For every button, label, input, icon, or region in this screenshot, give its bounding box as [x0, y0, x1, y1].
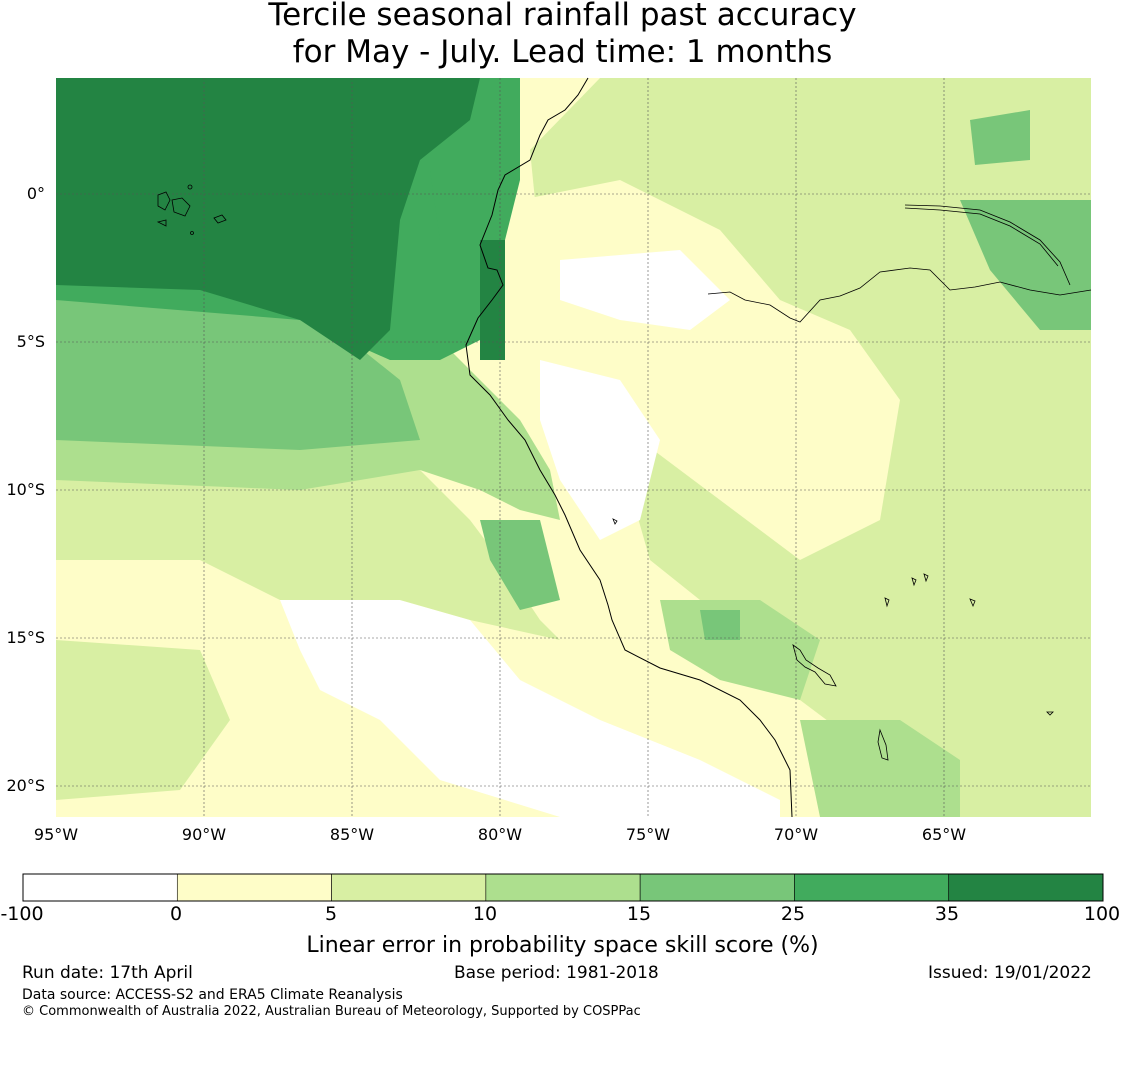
- region-white-south: [280, 600, 780, 817]
- colorbar-tick-35: 35: [934, 903, 960, 925]
- region-altiplano-green: [660, 600, 820, 700]
- amazon-river: [707, 204, 1092, 323]
- region-altiplano-dark: [700, 610, 740, 640]
- colorbar-tick-5: 5: [324, 903, 338, 925]
- lon-label-95w: 95°W: [33, 825, 79, 844]
- region-north-green: [970, 110, 1030, 165]
- colorbar-tick-0: 0: [169, 903, 183, 925]
- colorbar-tick-10: 10: [472, 903, 498, 925]
- copyright-notice: © Commonwealth of Australia 2022, Austra…: [22, 1004, 641, 1019]
- region-south-green: [800, 720, 960, 817]
- lon-label-90w: 90°W: [181, 825, 227, 844]
- lon-label-65w: 65°W: [921, 825, 967, 844]
- colorbar-tick-100: 100: [1083, 903, 1121, 925]
- lon-label-85w: 85°W: [329, 825, 375, 844]
- colorbar-label: Linear error in probability space skill …: [306, 933, 819, 958]
- lat-label-0: 0°: [26, 184, 45, 203]
- region-amazon-green: [960, 200, 1091, 330]
- base-period: Base period: 1981-2018: [454, 963, 659, 983]
- colorbar-frame: [22, 873, 1104, 902]
- colorbar-bin: [794, 873, 950, 902]
- region-ocean-darkest: [56, 78, 480, 360]
- lon-label-80w: 80°W: [477, 825, 523, 844]
- colorbar-tick-25: 25: [780, 903, 806, 925]
- map-title-line-2: for May - July. Lead time: 1 months: [292, 34, 833, 70]
- colorbar-tick-15: 15: [626, 903, 652, 925]
- colorbar-bin: [639, 873, 795, 902]
- colorbar-bin: [485, 873, 641, 902]
- region-white-coast: [540, 360, 660, 540]
- lat-label-5s: 5°S: [16, 332, 45, 351]
- graticule: [56, 78, 1091, 817]
- coastline: [465, 77, 793, 818]
- lat-label-10s: 10°S: [6, 480, 45, 499]
- colorbar-bin: [331, 873, 487, 902]
- lat-label-20s: 20°S: [6, 776, 45, 795]
- issued-date: Issued: 19/01/2022: [928, 963, 1092, 983]
- region-white-north: [560, 250, 730, 330]
- lon-label-70w: 70°W: [773, 825, 819, 844]
- skill-score-field: [56, 78, 1091, 817]
- region-ocean-light-green: [56, 470, 560, 640]
- colorbar-bin: [22, 873, 178, 902]
- region-coast-green: [430, 170, 480, 240]
- run-date: Run date: 17th April: [22, 963, 193, 983]
- colorbar-tick-minus100: -100: [0, 903, 44, 925]
- map-title-line-1: Tercile seasonal rainfall past accuracy: [268, 0, 857, 33]
- data-source: Data source: ACCESS-S2 and ERA5 Climate …: [22, 987, 403, 1003]
- colorbar-bin: [948, 873, 1104, 902]
- lake-poopo: [877, 728, 889, 761]
- lake-titicaca: [792, 644, 837, 687]
- colorbar: [22, 873, 1104, 902]
- lon-label-75w: 75°W: [625, 825, 671, 844]
- region-ocean-sw-green: [56, 640, 230, 800]
- lat-label-15s: 15°S: [6, 628, 45, 647]
- small-lakes: [612, 518, 1054, 716]
- colorbar-bin: [176, 873, 332, 902]
- galapagos-islands: [156, 184, 227, 235]
